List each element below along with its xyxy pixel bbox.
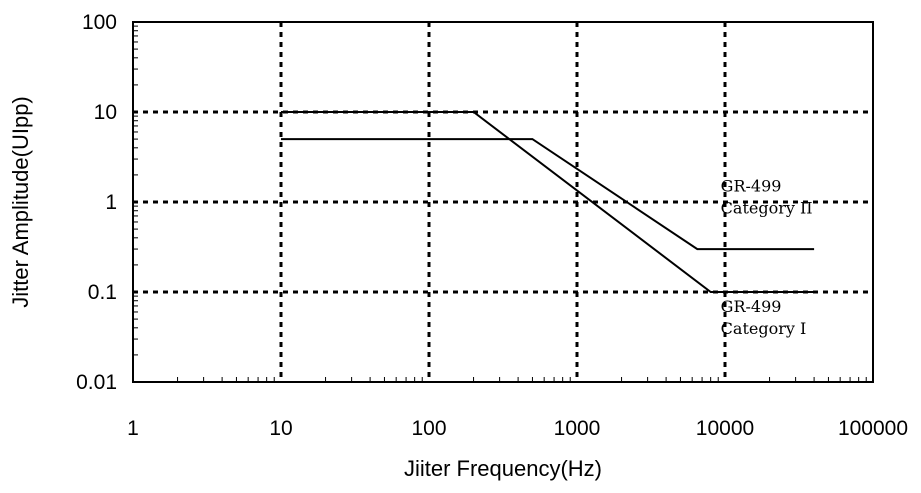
x-tick-label: 10 (269, 417, 292, 440)
x-tick-label: 100 (411, 417, 446, 440)
x-tick-label: 1 (127, 417, 139, 440)
x-tick-labels: 1 10 100 1000 10000 100000 (127, 417, 908, 440)
series-line-1 (281, 111, 815, 293)
y-tick-label: 0.01 (76, 371, 117, 394)
annotations: GR-499 Category II GR-499 Category I (721, 177, 813, 338)
x-axis-title: Jiiter Frequency(Hz) (404, 456, 602, 481)
y-tick-labels: 100 10 1 0.1 0.01 (76, 11, 117, 394)
annotation-2-line-2: Category I (721, 319, 807, 338)
grid-lines (133, 22, 873, 382)
x-tick-label: 10000 (696, 417, 754, 440)
y-tick-label: 1 (105, 191, 117, 214)
y-tick-label: 0.1 (88, 281, 117, 304)
x-tick-label: 1000 (554, 417, 601, 440)
annotation-1-line-1: GR-499 (721, 177, 782, 196)
annotation-2-line-1: GR-499 (721, 297, 782, 316)
series-line-2 (281, 138, 815, 251)
y-axis-title: Jitter Amplitude(UIpp) (8, 96, 33, 308)
y-tick-label: 100 (82, 11, 117, 34)
x-tick-label: 100000 (838, 417, 908, 440)
plot-frame (132, 21, 874, 383)
annotation-1-line-2: Category II (721, 199, 813, 218)
series-lines (281, 111, 815, 293)
y-tick-label: 10 (94, 101, 117, 124)
